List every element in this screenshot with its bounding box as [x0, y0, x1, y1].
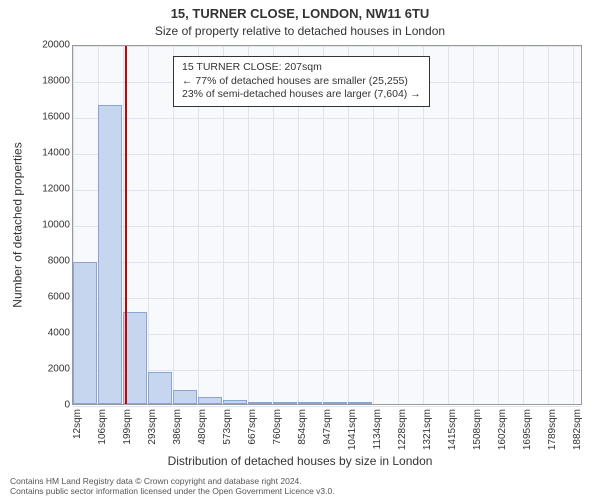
plot-area: 15 TURNER CLOSE: 207sqm ← 77% of detache… [72, 45, 582, 405]
histogram-bar [298, 402, 322, 404]
histogram-bar [98, 105, 122, 404]
x-tick: 1041sqm [347, 409, 358, 450]
histogram-bar [148, 372, 172, 404]
y-axis-ticks: 0200040006000800010000120001400016000180… [30, 45, 70, 405]
x-tick: 1602sqm [497, 409, 508, 450]
annotation-line3: 23% of semi-detached houses are larger (… [182, 88, 421, 102]
y-tick: 16000 [32, 112, 70, 123]
x-tick: 1508sqm [472, 409, 483, 450]
histogram-bar [348, 402, 372, 404]
annotation-box: 15 TURNER CLOSE: 207sqm ← 77% of detache… [173, 56, 430, 107]
x-tick: 106sqm [97, 409, 108, 445]
y-tick: 14000 [32, 148, 70, 159]
y-tick: 20000 [32, 40, 70, 51]
x-tick: 1882sqm [572, 409, 583, 450]
footer-line1: Contains HM Land Registry data © Crown c… [10, 476, 590, 486]
x-tick: 760sqm [272, 409, 283, 445]
x-tick: 1228sqm [397, 409, 408, 450]
annotation-line1: 15 TURNER CLOSE: 207sqm [182, 61, 421, 75]
y-tick: 10000 [32, 220, 70, 231]
reference-line [125, 46, 127, 404]
chart-container: 15, TURNER CLOSE, LONDON, NW11 6TU Size … [0, 0, 600, 500]
histogram-bar [223, 400, 247, 404]
y-tick: 8000 [32, 256, 70, 267]
histogram-bar [273, 402, 297, 404]
x-tick: 480sqm [197, 409, 208, 445]
x-tick: 293sqm [147, 409, 158, 445]
y-tick: 6000 [32, 292, 70, 303]
x-tick: 12sqm [72, 409, 83, 439]
y-tick: 18000 [32, 76, 70, 87]
histogram-bar [198, 397, 222, 404]
x-tick: 854sqm [297, 409, 308, 445]
x-axis-label: Distribution of detached houses by size … [0, 454, 600, 468]
histogram-bar [323, 402, 347, 404]
chart-title: 15, TURNER CLOSE, LONDON, NW11 6TU [0, 6, 600, 21]
x-tick: 573sqm [222, 409, 233, 445]
footer-attribution: Contains HM Land Registry data © Crown c… [10, 476, 590, 496]
x-tick: 1695sqm [522, 409, 533, 450]
histogram-bar [248, 402, 272, 404]
x-tick: 1415sqm [447, 409, 458, 450]
y-tick: 4000 [32, 328, 70, 339]
x-tick: 199sqm [122, 409, 133, 445]
y-axis-label: Number of detached properties [10, 45, 26, 405]
y-tick: 2000 [32, 364, 70, 375]
x-tick: 1321sqm [422, 409, 433, 450]
x-axis-ticks: 12sqm 106sqm 199sqm 293sqm 386sqm 480sqm 573sq… [72, 405, 582, 453]
x-tick: 947sqm [322, 409, 333, 445]
x-tick: 1789sqm [547, 409, 558, 450]
histogram-bar [73, 262, 97, 404]
y-axis-label-text: Number of detached properties [11, 142, 25, 307]
y-tick: 12000 [32, 184, 70, 195]
footer-line2: Contains public sector information licen… [10, 486, 590, 496]
histogram-bar [173, 390, 197, 404]
x-tick: 1134sqm [372, 409, 383, 449]
y-tick: 0 [32, 400, 70, 411]
x-tick: 386sqm [172, 409, 183, 445]
annotation-line2: ← 77% of detached houses are smaller (25… [182, 75, 421, 89]
chart-subtitle: Size of property relative to detached ho… [0, 24, 600, 38]
x-tick: 667sqm [247, 409, 258, 445]
